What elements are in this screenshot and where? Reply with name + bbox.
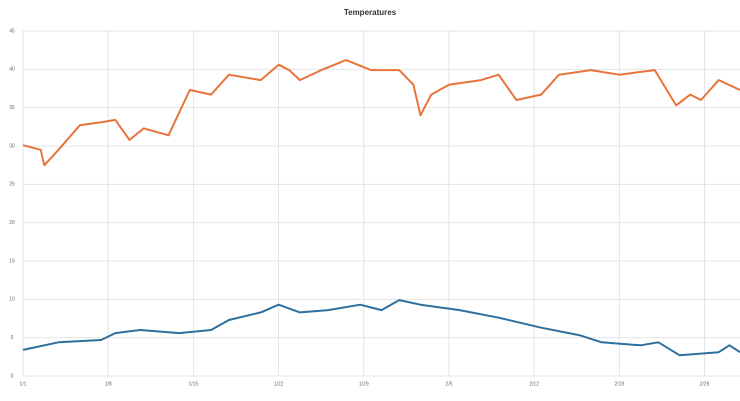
chart-title: Temperatures — [344, 8, 397, 17]
y-tick-label: 20 — [9, 220, 15, 226]
x-tick-label: 1/8 — [105, 381, 112, 387]
y-tick-label: 45 — [9, 28, 15, 34]
y-tick-label: 10 — [9, 297, 15, 303]
x-tick-label: 1/1 — [20, 381, 27, 387]
x-tick-label: 2/19 — [614, 381, 624, 387]
x-tick-label: 2/12 — [529, 381, 539, 387]
x-tick-label: 1/22 — [274, 381, 284, 387]
y-tick-label: 15 — [9, 258, 15, 264]
x-tick-label: 2/26 — [700, 381, 710, 387]
x-tick-label: 1/29 — [359, 381, 369, 387]
y-tick-label: 35 — [9, 105, 15, 111]
y-tick-label: 5 — [11, 335, 14, 341]
line-series — [22, 59, 740, 167]
line-series — [22, 299, 740, 357]
x-tick-label: 1/15 — [189, 381, 199, 387]
y-tick-label: 25 — [9, 182, 15, 188]
x-tick-label: 2/5 — [445, 381, 452, 387]
y-tick-label: 0 — [11, 373, 14, 379]
y-tick-label: 30 — [9, 143, 15, 149]
y-tick-label: 40 — [9, 67, 15, 73]
